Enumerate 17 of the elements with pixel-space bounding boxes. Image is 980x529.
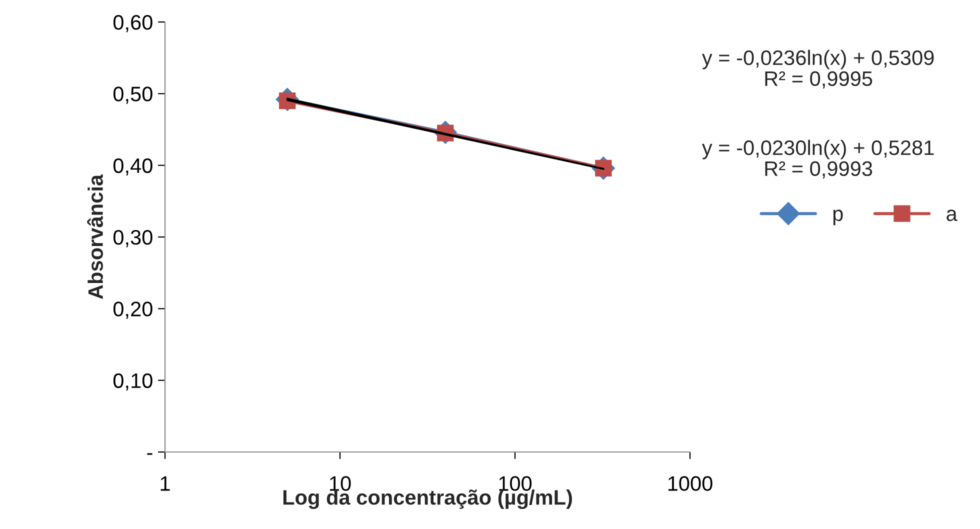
y-axis-title: Absorvância [87, 174, 103, 300]
y-tick-label: - [147, 453, 152, 455]
y-tick-label: 0,50 [113, 86, 152, 104]
y-tick-label: 0,20 [113, 302, 152, 319]
y-tick-label: 0,40 [113, 158, 152, 176]
y-tick-label: 0,10 [113, 373, 152, 391]
x-tick-label: 100 [499, 476, 532, 491]
x-axis-title: Log da concentração (µg/mL) [283, 489, 572, 509]
x-tick-label: 1000 [668, 476, 712, 491]
legend-label: p [833, 210, 843, 226]
y-tick-label: 0,30 [113, 230, 152, 248]
y-tick-label: 0,60 [113, 15, 152, 32]
legend-label: a [946, 210, 958, 222]
text: y = -0,0230ln(x) + 0,5281 R² = 0,9993 [702, 140, 934, 179]
x-tick-label: 10 [330, 476, 351, 491]
text: y = -0,0236ln(x) + 0,5309 R² = 0,9995 [702, 50, 934, 89]
x-tick-label: 1 [160, 476, 170, 491]
